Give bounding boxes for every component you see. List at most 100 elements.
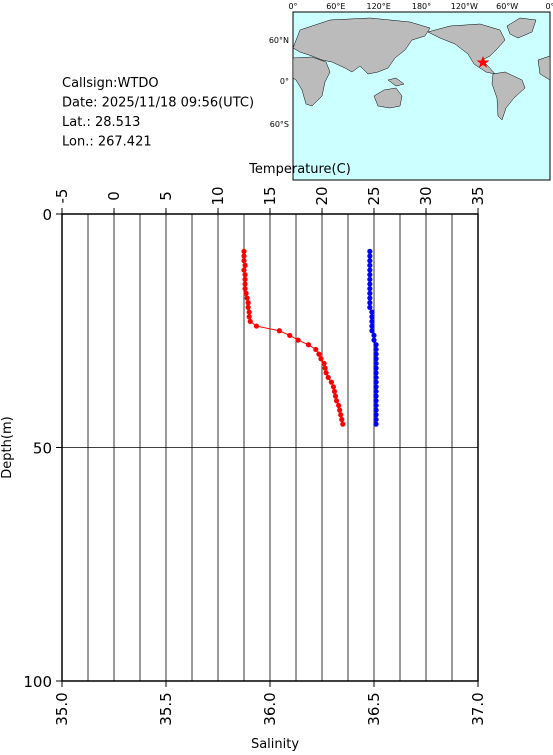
- profile-point: [367, 248, 373, 254]
- profile-point: [331, 388, 338, 395]
- profile-point: [371, 332, 377, 339]
- x2-tick-label: 10: [209, 186, 227, 205]
- profile-point: [369, 323, 375, 329]
- profile-point: [337, 407, 343, 413]
- info-line: Date: 2025/11/18 09:56(UTC): [62, 96, 254, 111]
- x-tick-label: 37.0: [469, 692, 487, 725]
- profile-point: [246, 309, 252, 315]
- profile-point: [276, 328, 282, 334]
- profile-point: [318, 356, 324, 362]
- profile-point: [369, 318, 375, 325]
- profile-point: [373, 416, 379, 423]
- profile-point: [316, 351, 322, 357]
- profile-point: [244, 295, 250, 301]
- profile-point: [241, 248, 247, 254]
- profile-point: [367, 253, 373, 259]
- profile-point: [367, 304, 373, 310]
- profile-point: [369, 314, 375, 320]
- x2-tick-label: 30: [417, 186, 435, 205]
- profile-point: [295, 337, 301, 343]
- profile-point: [325, 374, 331, 381]
- profile-point: [305, 342, 312, 348]
- profile-point: [367, 300, 373, 306]
- x2-tick-label: 0: [105, 191, 123, 201]
- map-lon-label: 60°E: [326, 2, 345, 11]
- profile-point: [373, 360, 379, 367]
- profile-point: [367, 272, 373, 278]
- profile-point: [367, 258, 373, 264]
- profile-point: [322, 365, 328, 371]
- profile-point: [367, 276, 373, 282]
- y-tick-label: 100: [23, 673, 52, 691]
- profile-point: [336, 402, 342, 409]
- x2-tick-label: 35: [469, 186, 487, 205]
- info-line: Lat.: 28.513: [62, 115, 140, 130]
- profile-point: [246, 314, 252, 320]
- x-tick-label: 36.0: [261, 692, 279, 725]
- profile-series: [367, 248, 379, 427]
- profile-point: [242, 272, 248, 278]
- profile-point: [371, 337, 377, 343]
- profile-point: [373, 412, 379, 418]
- profile-point: [241, 267, 247, 273]
- profile-point: [373, 393, 379, 399]
- info-line: Callsign:WTDO: [62, 76, 159, 91]
- world-map: [292, 11, 551, 181]
- profile-point: [241, 253, 247, 259]
- profile-point: [373, 402, 379, 409]
- profile-point: [369, 328, 375, 334]
- profile-point: [369, 309, 375, 315]
- map-lon-label: 180°: [412, 2, 431, 11]
- map-lat-label: 60°N: [269, 36, 289, 45]
- map-lat-label: 60°S: [270, 120, 289, 129]
- land: [292, 17, 551, 121]
- profile-point: [330, 384, 337, 390]
- profile-point: [373, 351, 379, 357]
- profile-point: [373, 365, 379, 371]
- info-line: Lon.: 267.421: [62, 135, 152, 150]
- profile-point: [242, 286, 248, 292]
- x2-tick-label: 5: [157, 191, 175, 201]
- profile-point: [243, 290, 249, 296]
- x2-tick-label: 15: [261, 186, 279, 205]
- profile-point: [245, 300, 251, 306]
- map-lon-label: 120°W: [451, 2, 478, 11]
- profile-point: [321, 360, 327, 367]
- map-lon-label: 60°W: [496, 2, 518, 11]
- profile-point: [242, 262, 248, 268]
- profile-point: [323, 370, 329, 376]
- map-lon-label: 0°: [288, 2, 297, 11]
- profile-point: [373, 356, 379, 362]
- profile-point: [367, 262, 373, 268]
- profile-point: [241, 258, 247, 264]
- profile-point: [247, 318, 253, 325]
- profile-point: [373, 388, 379, 395]
- profile-point: [338, 412, 344, 418]
- x2-tick-label: 25: [365, 186, 383, 205]
- profile-point: [373, 384, 379, 390]
- profile-point: [367, 290, 373, 296]
- map-lon-label: 120°E: [367, 2, 391, 11]
- profile-point: [242, 276, 248, 282]
- profile-point: [373, 398, 379, 404]
- profile-point: [373, 346, 379, 353]
- profile-point: [245, 304, 251, 310]
- profile-point: [242, 281, 248, 287]
- x-axis-label: Salinity: [251, 737, 299, 751]
- x-tick-label: 35.0: [53, 692, 71, 725]
- location-marker: [476, 56, 490, 68]
- profile-series: [241, 248, 346, 427]
- profile-point: [373, 370, 379, 376]
- profile-point: [332, 393, 339, 399]
- profile-point: [373, 379, 379, 385]
- x2-axis-label: Temperature(C): [248, 162, 351, 177]
- y-axis-label: Depth(m): [0, 416, 15, 478]
- profile-point: [333, 398, 340, 404]
- profile-point: [373, 342, 379, 348]
- profile-point: [367, 267, 373, 273]
- profile-point: [340, 421, 346, 427]
- map-lon-label: 0°: [545, 2, 553, 11]
- profile-point: [313, 346, 319, 353]
- profile-point: [253, 323, 260, 329]
- profile-point: [367, 286, 373, 292]
